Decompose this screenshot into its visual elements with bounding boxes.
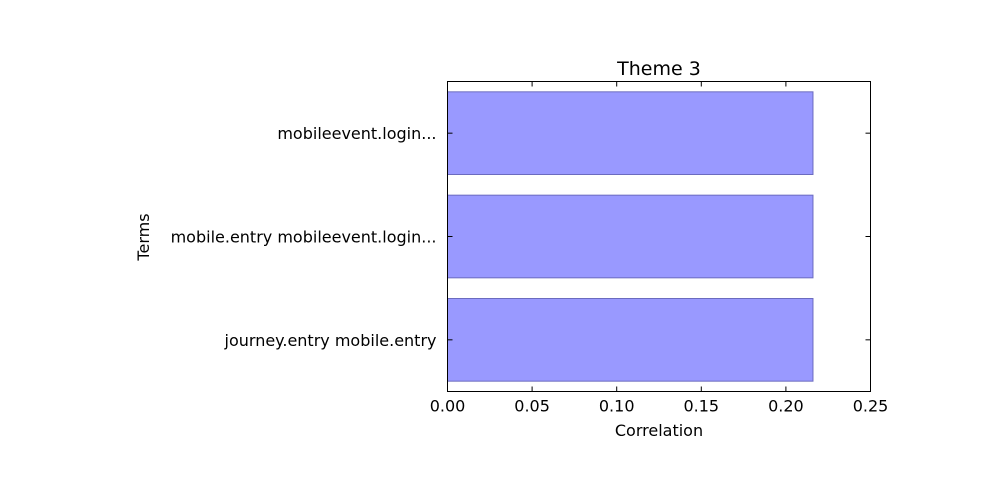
bars-layer [447,91,814,382]
bar [447,91,814,175]
y-axis-label: Terms [134,213,153,261]
x-tick-label: 0.20 [768,397,804,416]
x-axis-label: Correlation [615,421,703,440]
x-tick-label: 0.10 [599,397,635,416]
x-tick-label: 0.15 [683,397,719,416]
chart-title: Theme 3 [616,58,701,80]
x-tick-label: 0.05 [514,397,550,416]
y-tick-label: journey.entry mobile.entry [224,331,437,350]
bar [447,194,814,279]
x-tick-label: 0.25 [853,397,889,416]
y-tick-label: mobileevent.login... [277,124,436,143]
y-tick-label: mobile.entry mobileevent.login... [171,228,437,247]
x-tick-label: 0.00 [430,397,466,416]
ticks-layer: mobileevent.login... mobile.entry mobilee… [171,81,889,416]
bar [447,298,814,382]
